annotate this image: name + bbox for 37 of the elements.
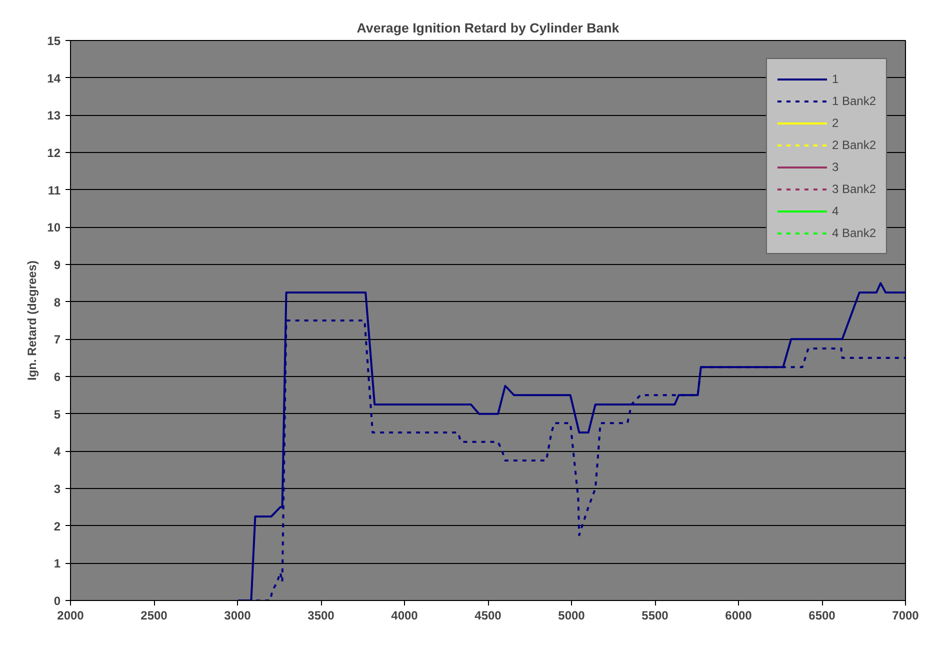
x-tick-label: 2500 — [140, 608, 168, 622]
legend-label: 4 — [832, 204, 840, 218]
y-tick-label: 3 — [54, 482, 61, 496]
y-tick-label: 7 — [54, 332, 61, 347]
y-tick-label: 2 — [54, 519, 61, 534]
x-tick-label: 3500 — [308, 608, 335, 622]
y-tick-label: 1 — [54, 556, 61, 571]
y-axis-title: Ign. Retard (degrees) — [25, 260, 40, 381]
legend-label: 3 Bank2 — [832, 182, 876, 196]
x-tick-label: 6000 — [725, 608, 752, 622]
y-tick-label: 14 — [47, 71, 61, 86]
y-tick-label: 8 — [54, 295, 61, 310]
y-tick-label: 4 — [54, 444, 61, 459]
x-tick-label: 5000 — [558, 608, 586, 622]
x-tick-label: 5500 — [642, 608, 669, 622]
y-tick-label: 6 — [54, 370, 61, 384]
x-tick-label: 4500 — [474, 608, 502, 622]
x-tick-label: 3000 — [224, 608, 252, 622]
legend-label: 2 Bank2 — [832, 138, 876, 152]
legend-label: 1 Bank2 — [832, 94, 876, 108]
y-tick-label: 0 — [54, 594, 61, 608]
x-tick-label: 7000 — [892, 608, 920, 622]
legend-label: 3 — [832, 160, 840, 174]
legend-label: 1 — [832, 72, 840, 86]
y-tick-label: 13 — [47, 108, 61, 123]
y-tick-label: 15 — [47, 34, 61, 48]
y-tick-label: 9 — [54, 258, 61, 272]
y-tick-label: 10 — [47, 220, 61, 235]
legend-label: 4 Bank2 — [832, 226, 876, 240]
x-tick-label: 4000 — [391, 608, 418, 622]
y-tick-label: 11 — [48, 183, 61, 198]
x-tick-label: 2000 — [57, 608, 84, 622]
y-tick-label: 5 — [54, 407, 61, 422]
y-tick-label: 12 — [47, 146, 61, 160]
x-tick-label: 6500 — [808, 608, 836, 622]
chart-title: Average Ignition Retard by Cylinder Bank — [356, 20, 620, 36]
legend-label: 2 — [832, 116, 840, 130]
